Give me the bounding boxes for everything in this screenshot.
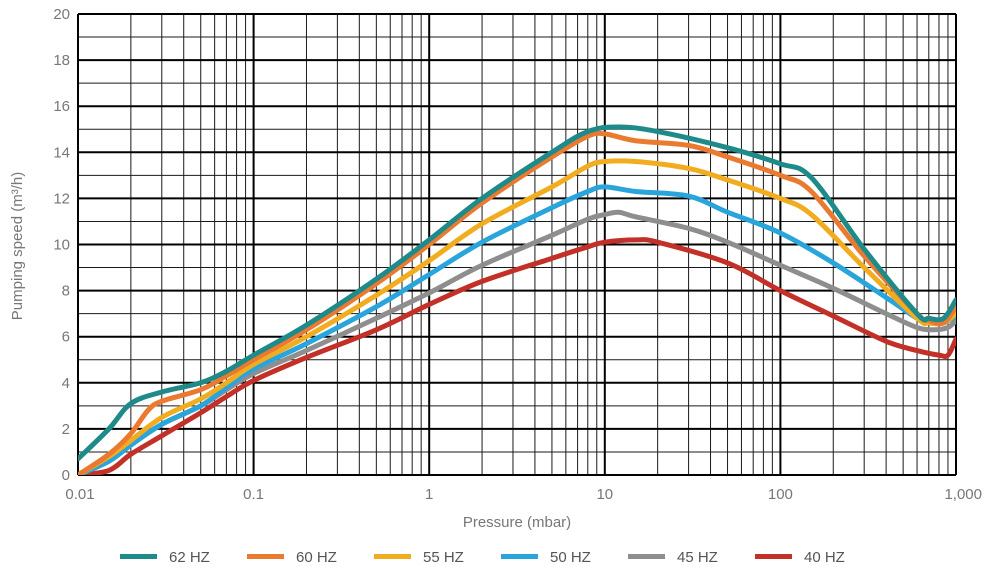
legend-item-62-hz: 62 HZ	[120, 549, 210, 566]
legend-swatch	[628, 554, 665, 559]
y-tick-label: 20	[53, 6, 70, 23]
series-line-62-hz	[78, 124, 956, 462]
legend-label: 55 HZ	[423, 549, 464, 566]
x-tick-label: 1,000	[944, 486, 982, 503]
y-axis-title: Pumping speed (m³/h)	[9, 172, 26, 320]
legend: 62 HZ 60 HZ 55 HZ 50 HZ 45 HZ 40 HZ	[120, 549, 845, 566]
x-tick-label: 10	[596, 486, 613, 503]
y-tick-label: 8	[62, 283, 70, 300]
series-line-40-hz	[78, 237, 956, 475]
legend-swatch	[247, 554, 284, 559]
legend-label: 60 HZ	[296, 549, 337, 566]
series-line-60-hz	[78, 130, 956, 475]
legend-label: 62 HZ	[169, 549, 210, 566]
legend-swatch	[501, 554, 538, 559]
legend-label: 45 HZ	[677, 549, 718, 566]
legend-item-60-hz: 60 HZ	[247, 549, 337, 566]
legend-swatch	[374, 554, 411, 559]
x-tick-label: 0.1	[243, 486, 264, 503]
x-tick-label: 0.01	[65, 486, 94, 503]
legend-item-55-hz: 55 HZ	[374, 549, 464, 566]
series-line-55-hz	[78, 158, 956, 475]
x-tick-label: 100	[768, 486, 793, 503]
y-axis-ticks: 0 2 4 6 8 10 12 14 16 18 20	[53, 6, 70, 484]
x-axis-ticks: 0.01 0.1 1 10 100 1,000	[65, 486, 982, 503]
series-layer	[78, 124, 956, 475]
legend-label: 50 HZ	[550, 549, 591, 566]
legend-swatch	[120, 554, 157, 559]
y-tick-label: 18	[53, 52, 70, 69]
y-tick-label: 2	[62, 421, 70, 438]
y-tick-label: 16	[53, 98, 70, 115]
y-tick-label: 14	[53, 144, 70, 161]
y-tick-label: 4	[62, 375, 70, 392]
y-tick-label: 10	[53, 237, 70, 254]
legend-item-40-hz: 40 HZ	[755, 549, 845, 566]
y-tick-label: 12	[53, 190, 70, 207]
x-tick-label: 1	[425, 486, 433, 503]
x-axis-title: Pressure (mbar)	[463, 514, 571, 531]
legend-item-50-hz: 50 HZ	[501, 549, 591, 566]
series-line-50-hz	[78, 184, 956, 475]
legend-item-45-hz: 45 HZ	[628, 549, 718, 566]
y-tick-label: 6	[62, 329, 70, 346]
legend-label: 40 HZ	[804, 549, 845, 566]
legend-swatch	[755, 554, 792, 559]
y-tick-label: 0	[62, 467, 70, 484]
